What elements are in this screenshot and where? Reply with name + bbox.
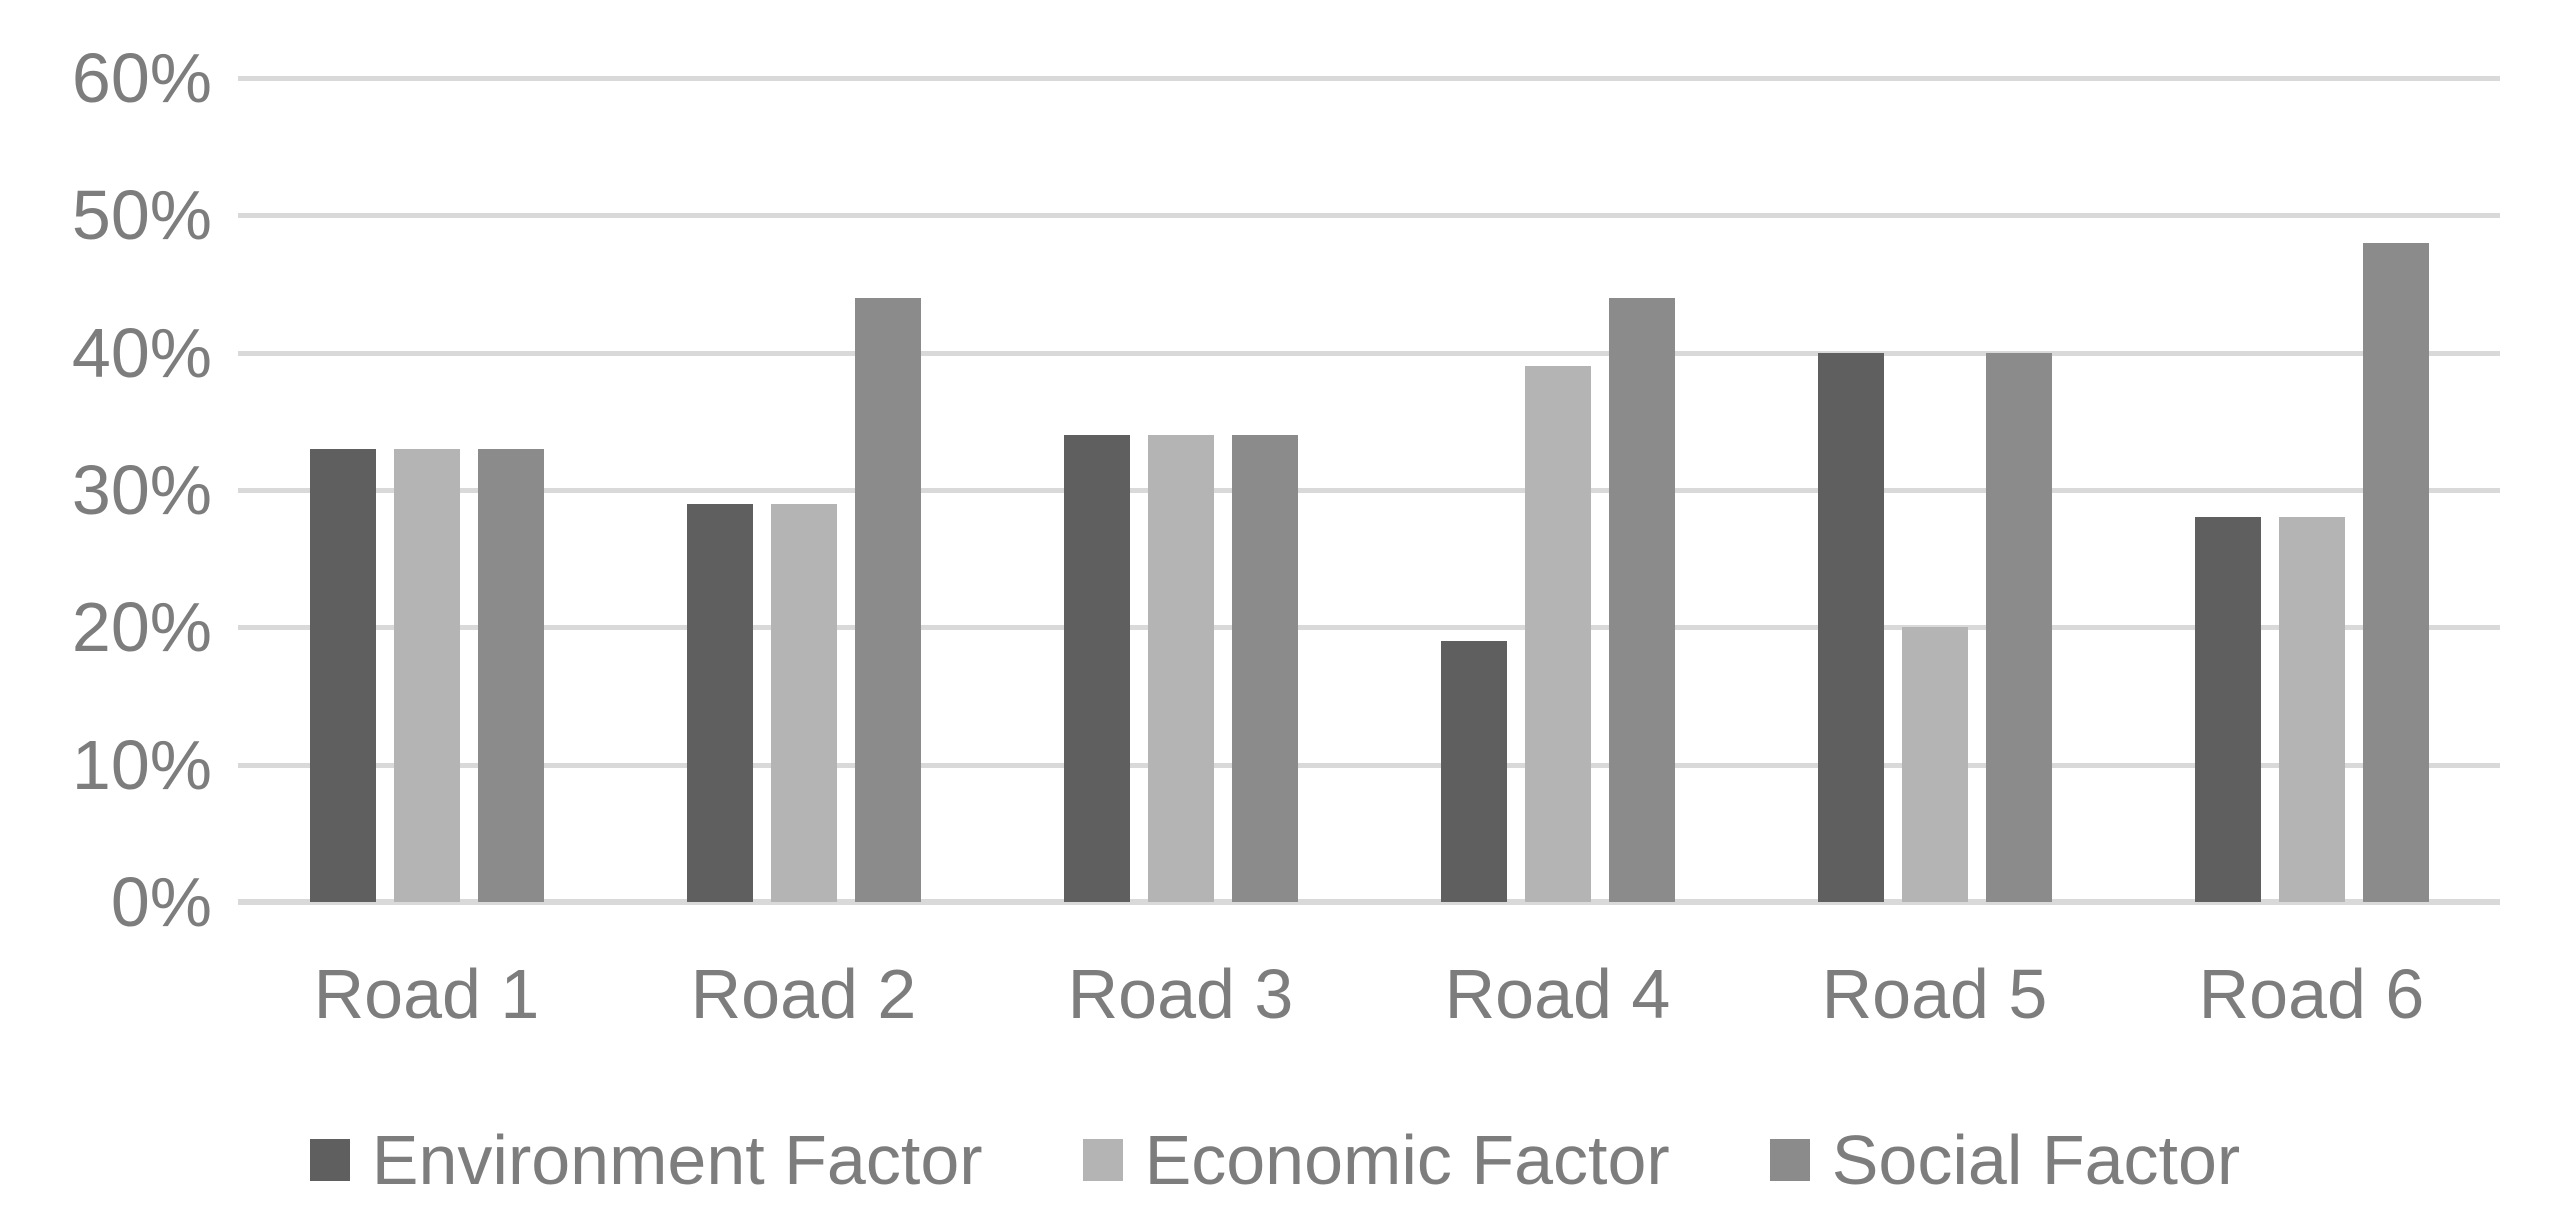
y-tick-label: 40% xyxy=(71,313,212,392)
bar xyxy=(2362,242,2429,902)
gridline xyxy=(238,350,2500,356)
bar-group xyxy=(238,78,615,902)
x-category-label: Road 1 xyxy=(313,955,540,1033)
bar xyxy=(393,448,460,902)
x-category-label: Road 3 xyxy=(1067,955,1294,1033)
bar xyxy=(309,448,376,902)
bar xyxy=(1901,627,1968,902)
y-tick-label: 20% xyxy=(71,588,212,667)
x-category-label: Road 5 xyxy=(1821,955,2048,1033)
y-tick-label: 10% xyxy=(71,725,212,804)
legend-item: Economic Factor xyxy=(1082,1118,1670,1202)
legend: Environment Factor Economic Factor Social … xyxy=(0,1118,2550,1202)
x-category-label: Road 4 xyxy=(1444,955,1671,1033)
bar-group xyxy=(992,78,1369,902)
bar xyxy=(1817,352,1884,902)
bar xyxy=(477,448,544,902)
bar xyxy=(1608,297,1675,902)
bar xyxy=(1524,366,1591,902)
bar-groups xyxy=(238,78,2500,902)
bar xyxy=(1985,352,2052,902)
legend-item: Environment Factor xyxy=(309,1118,983,1202)
y-tick-label: 50% xyxy=(71,176,212,255)
legend-swatch-icon xyxy=(1082,1139,1123,1181)
x-category-label: Road 2 xyxy=(690,955,917,1033)
bar xyxy=(1147,435,1214,902)
x-category-label: Road 6 xyxy=(2198,955,2425,1033)
bar xyxy=(770,503,837,902)
plot-area xyxy=(238,76,2500,905)
gridline xyxy=(238,762,2500,768)
bar xyxy=(2194,517,2261,902)
bar xyxy=(686,503,753,902)
bar xyxy=(1231,435,1298,902)
y-tick-label: 30% xyxy=(71,451,212,529)
bar-group xyxy=(1746,78,2123,902)
legend-swatch-icon xyxy=(309,1139,350,1181)
bar xyxy=(1440,641,1507,902)
bar xyxy=(854,297,921,902)
legend-label: Environment Factor xyxy=(371,1121,983,1199)
x-axis-line xyxy=(238,899,2500,905)
gridline xyxy=(238,488,2500,493)
gridline xyxy=(238,213,2500,219)
bar-group xyxy=(615,78,992,902)
x-axis-labels: Road 1 Road 2 Road 3 Road 4 Road 5 Road 6 xyxy=(238,952,2500,1036)
legend-label: Economic Factor xyxy=(1144,1121,1670,1199)
bar xyxy=(2278,517,2345,902)
bar xyxy=(1063,435,1130,902)
gridline xyxy=(238,76,2500,81)
bar-group xyxy=(1369,78,1746,902)
legend-swatch-icon xyxy=(1769,1139,1810,1181)
y-tick-label: 60% xyxy=(71,39,212,117)
bar-group xyxy=(2123,78,2500,902)
gridline xyxy=(238,625,2500,631)
y-tick-label: 0% xyxy=(110,863,212,941)
legend-item: Social Factor xyxy=(1769,1118,2241,1202)
legend-label: Social Factor xyxy=(1831,1121,2241,1199)
